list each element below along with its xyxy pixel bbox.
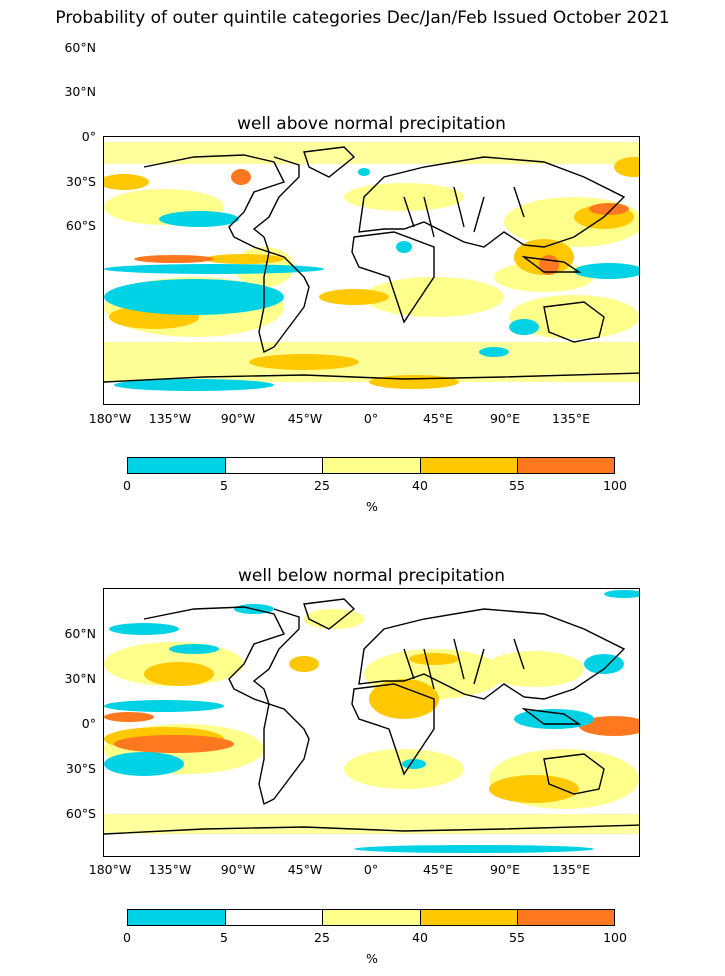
lon-tick-180w: 180°W	[88, 862, 132, 877]
lon-tick-90e: 90°E	[489, 411, 521, 426]
lon-tick-135e: 135°E	[551, 862, 590, 877]
lon-tick-90w: 90°W	[220, 862, 256, 877]
figure-title: Probability of outer quintile categories…	[55, 8, 670, 28]
lat-tick-0: 0°	[81, 129, 96, 144]
lon-tick-135w: 135°W	[148, 411, 192, 426]
colorbar-segment	[419, 910, 517, 925]
coastlines	[104, 598, 639, 835]
lon-tick-45e: 45°E	[422, 411, 454, 426]
lat-tick-30n: 30°N	[64, 671, 96, 686]
panel-title-above: well above normal precipitation	[237, 114, 506, 134]
colorbar-label: 5	[220, 930, 228, 945]
lon-tick-45e: 45°E	[422, 862, 454, 877]
lat-tick-60s: 60°S	[65, 218, 96, 233]
lat-tick-30s: 30°S	[65, 761, 96, 776]
colorbar-label: 0	[123, 478, 131, 493]
probability-field-orange	[104, 712, 639, 753]
lat-tick-60n: 60°N	[64, 40, 96, 55]
lon-tick-45w: 45°W	[287, 862, 323, 877]
lat-tick-30s: 30°S	[65, 174, 96, 189]
colorbar-label: 40	[412, 478, 428, 493]
lon-tick-135w: 135°W	[148, 862, 192, 877]
colorbar-label: 5	[220, 478, 228, 493]
colorbar-below	[127, 909, 615, 926]
lat-tick-60s: 60°S	[65, 806, 96, 821]
lon-tick-0: 0°	[363, 411, 379, 426]
map-above-svg	[104, 142, 639, 391]
colorbar-segment	[225, 910, 323, 925]
colorbar-segment	[128, 458, 226, 473]
colorbar-label: 100	[603, 930, 627, 945]
colorbar-label: 40	[412, 930, 428, 945]
probability-field-cyan	[104, 168, 639, 391]
colorbar-segment	[128, 910, 226, 925]
colorbar-unit: %	[366, 499, 378, 514]
lon-tick-0: 0°	[363, 862, 379, 877]
panel-title-below: well below normal precipitation	[238, 566, 505, 586]
colorbar-segment	[516, 910, 615, 925]
lat-tick-0: 0°	[81, 716, 96, 731]
colorbar-segment	[516, 458, 615, 473]
colorbar-label: 0	[123, 930, 131, 945]
colorbar-segment	[322, 458, 420, 473]
probability-field-cyan	[104, 590, 639, 853]
colorbar-label: 55	[509, 478, 525, 493]
colorbar-label: 100	[603, 478, 627, 493]
colorbar-unit: %	[366, 951, 378, 966]
lat-tick-30n: 30°N	[64, 84, 96, 99]
lat-tick-60n: 60°N	[64, 626, 96, 641]
coastlines	[104, 146, 639, 383]
map-below-svg	[104, 590, 639, 853]
colorbar-label: 25	[314, 478, 330, 493]
map-below-normal	[103, 588, 640, 857]
colorbar-label: 25	[314, 930, 330, 945]
lon-tick-45w: 45°W	[287, 411, 323, 426]
lon-tick-90e: 90°E	[489, 862, 521, 877]
lon-tick-90w: 90°W	[220, 411, 256, 426]
map-above-normal	[103, 136, 640, 405]
colorbar-label: 55	[509, 930, 525, 945]
colorbar-above	[127, 457, 615, 474]
colorbar-segment	[419, 458, 517, 473]
colorbar-segment	[225, 458, 323, 473]
lon-tick-180w: 180°W	[88, 411, 132, 426]
lon-tick-135e: 135°E	[551, 411, 590, 426]
probability-field-orange	[134, 169, 629, 275]
colorbar-segment	[322, 910, 420, 925]
